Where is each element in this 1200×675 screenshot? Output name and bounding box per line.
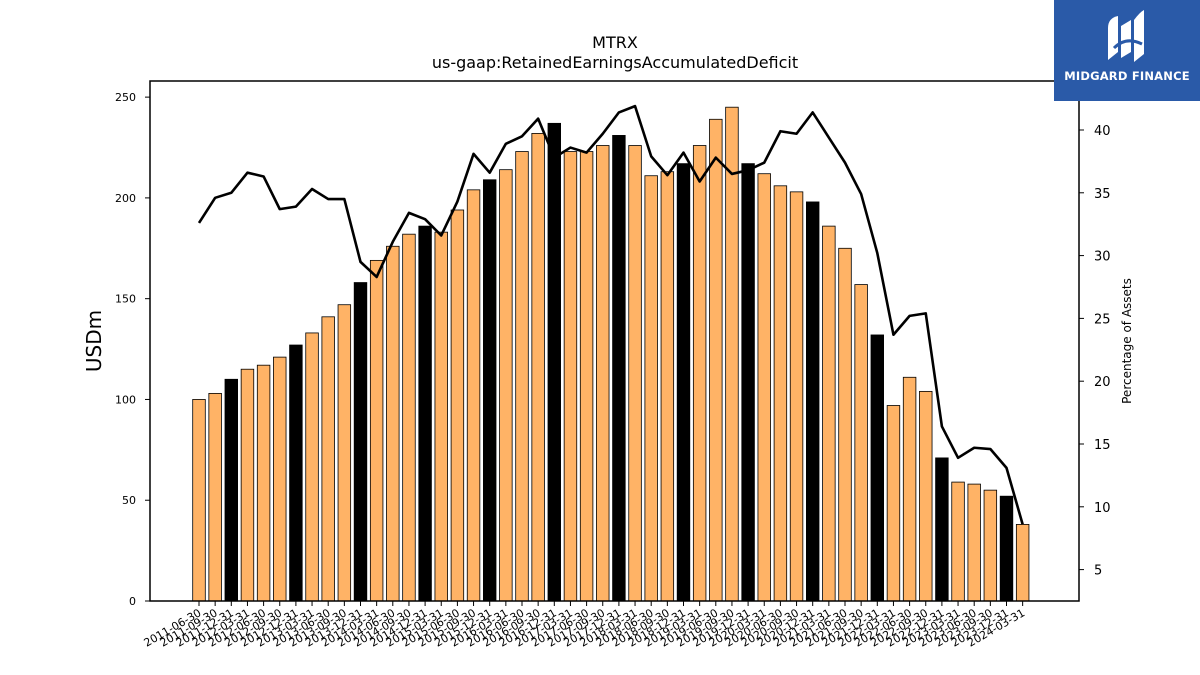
y-tick-label: 100 — [115, 393, 136, 406]
percentage-line — [197, 104, 1024, 525]
bar — [547, 122, 562, 602]
bar — [725, 106, 739, 602]
bar — [1015, 524, 1030, 602]
chart-title: MTRX — [592, 33, 638, 52]
bar — [563, 151, 578, 602]
bar — [450, 209, 465, 602]
bar — [902, 376, 917, 602]
bar — [692, 145, 707, 602]
bar — [386, 245, 400, 602]
y2-tick-label: 35 — [1094, 187, 1111, 202]
bar — [418, 225, 432, 602]
midgard-logo-icon — [1108, 10, 1144, 62]
bar — [789, 191, 804, 602]
y2-tick-label: 20 — [1094, 375, 1111, 390]
bar — [660, 171, 675, 602]
bar — [466, 189, 481, 602]
line-series — [197, 104, 1024, 525]
bar — [822, 225, 836, 602]
y2-tick-label: 40 — [1094, 124, 1111, 139]
bar — [870, 334, 885, 602]
bar — [612, 135, 626, 602]
bar — [999, 495, 1014, 602]
bar — [951, 481, 965, 602]
y-tick-label: 0 — [129, 595, 136, 608]
y2-tick-label: 10 — [1094, 501, 1111, 516]
bar — [757, 173, 771, 602]
bar — [337, 304, 352, 602]
bar — [967, 483, 981, 602]
chart-subtitle: us-gaap:RetainedEarningsAccumulatedDefic… — [432, 53, 798, 72]
bar — [192, 399, 206, 602]
bar — [256, 364, 271, 602]
y2-tick-label: 25 — [1094, 312, 1111, 327]
bar — [531, 132, 545, 602]
bar — [434, 231, 448, 602]
midgard-finance-logo: MIDGARD FINANCE — [1054, 0, 1200, 101]
bar — [273, 356, 287, 602]
bar — [644, 175, 658, 602]
bar — [919, 390, 933, 602]
y-tick-label: 150 — [115, 293, 136, 306]
logo-text: MIDGARD FINANCE — [1064, 69, 1190, 83]
bar — [773, 185, 788, 602]
bar — [240, 368, 255, 602]
y2-tick-label: 30 — [1094, 250, 1111, 265]
y2-axis-label: Percentage of Assets — [1120, 278, 1134, 404]
bar — [289, 344, 303, 602]
plot-frame — [149, 80, 1080, 602]
y-tick-label: 50 — [122, 494, 136, 507]
bar — [515, 151, 529, 602]
y-tick-label: 250 — [115, 91, 136, 104]
x-axis-ticks: 2011-06-302011-09-302011-12-312012-03-31… — [142, 601, 1027, 650]
bar — [709, 118, 723, 602]
bar — [402, 233, 416, 602]
bar — [208, 392, 222, 602]
bar — [886, 405, 901, 602]
bar — [854, 284, 868, 602]
y-tick-label: 200 — [115, 192, 136, 205]
bar — [321, 316, 335, 602]
bar — [305, 332, 319, 602]
bar — [369, 259, 384, 602]
bar — [579, 151, 594, 602]
y2-tick-label: 5 — [1094, 564, 1102, 579]
bar — [838, 247, 852, 602]
bar — [499, 169, 513, 602]
bar — [935, 457, 949, 602]
y-axis-ticks: 0 50 100 150 200 250 — [115, 91, 150, 608]
bar — [983, 489, 998, 602]
bar — [596, 145, 610, 602]
bar — [482, 179, 497, 602]
bar — [224, 378, 239, 602]
bar — [353, 282, 368, 602]
bar — [741, 163, 755, 602]
y-axis-label: USDm — [82, 310, 106, 372]
bar — [628, 145, 642, 602]
y2-axis-ticks: 5 10 15 20 25 30 35 40 — [1079, 124, 1111, 579]
bar — [676, 163, 691, 602]
bar-series — [192, 106, 1030, 602]
y2-tick-label: 15 — [1094, 438, 1111, 453]
bar — [806, 201, 820, 602]
